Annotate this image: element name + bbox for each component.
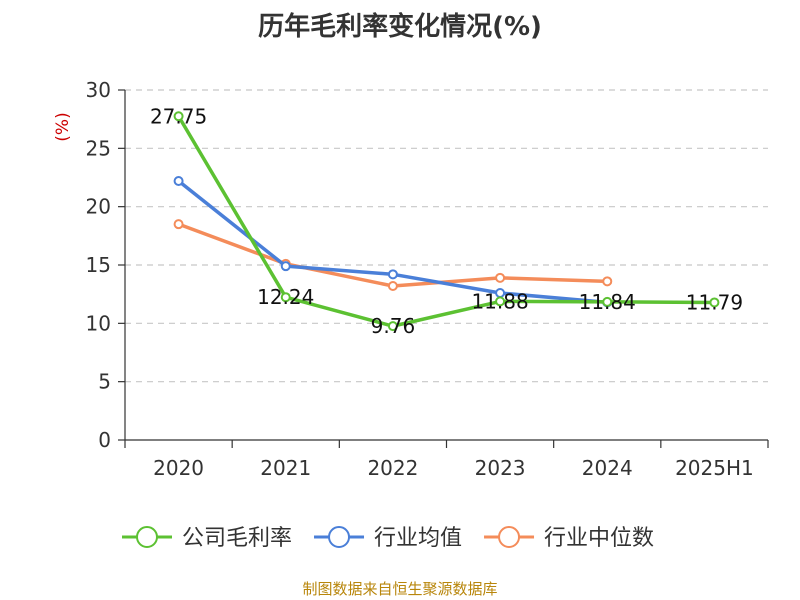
y-tick-label: 15 <box>86 253 111 277</box>
chart-title: 历年毛利率变化情况(%) <box>258 12 542 42</box>
data-label: 11.79 <box>686 290 743 314</box>
y-tick-label: 30 <box>86 78 111 102</box>
data-point <box>602 276 613 287</box>
legend-label: 行业中位数 <box>544 526 654 551</box>
series-line <box>177 115 715 328</box>
series-group <box>173 111 720 332</box>
x-tick-label: 2025H1 <box>675 456 754 480</box>
data-point <box>173 219 184 230</box>
data-point <box>709 297 720 308</box>
x-tick-label: 2022 <box>367 456 418 480</box>
grid-lines <box>125 89 768 383</box>
legend-item: 行业中位数 <box>484 526 654 551</box>
axes: 0 5 10 15 20 25 30 2020 2021 2022 2023 2024 2025H1 <box>86 78 769 480</box>
data-labels: 27.75 12.24 9.76 11.88 11.84 11.79 <box>150 104 743 338</box>
data-point <box>387 281 398 291</box>
x-tick-label: 2024 <box>582 456 633 480</box>
data-label: 11.84 <box>579 290 636 314</box>
data-label: 27.75 <box>150 104 207 128</box>
x-tick-label: 2020 <box>153 456 204 480</box>
legend: 公司毛利率 行业均值 行业中位数 <box>122 526 654 551</box>
data-label: 9.76 <box>371 314 416 338</box>
data-label: 11.88 <box>471 289 528 313</box>
data-point <box>602 296 613 307</box>
data-point <box>387 321 398 332</box>
y-axis-label: (%) <box>53 112 73 141</box>
data-point <box>173 111 184 122</box>
data-label: 12.24 <box>257 285 314 309</box>
legend-label: 公司毛利率 <box>182 526 292 551</box>
data-point <box>173 176 184 186</box>
y-tick-label: 25 <box>86 136 111 160</box>
y-tick-label: 10 <box>86 311 111 335</box>
legend-item: 公司毛利率 <box>122 526 292 551</box>
legend-marker <box>328 526 351 548</box>
data-point <box>495 272 506 283</box>
legend-item: 行业均值 <box>314 526 462 551</box>
data-point <box>280 292 291 303</box>
data-point <box>280 261 291 272</box>
y-tick-label: 20 <box>86 195 111 219</box>
data-point <box>387 269 398 280</box>
y-tick-label: 0 <box>98 428 111 452</box>
data-point <box>495 296 506 307</box>
x-tick-label: 2021 <box>260 456 311 480</box>
legend-marker <box>498 526 521 548</box>
data-source-note: 制图数据来自恒生聚源数据库 <box>302 580 498 598</box>
legend-label: 行业均值 <box>374 526 462 551</box>
x-tick-label: 2023 <box>475 456 526 480</box>
y-tick-label: 5 <box>98 370 111 394</box>
legend-marker <box>136 526 158 548</box>
